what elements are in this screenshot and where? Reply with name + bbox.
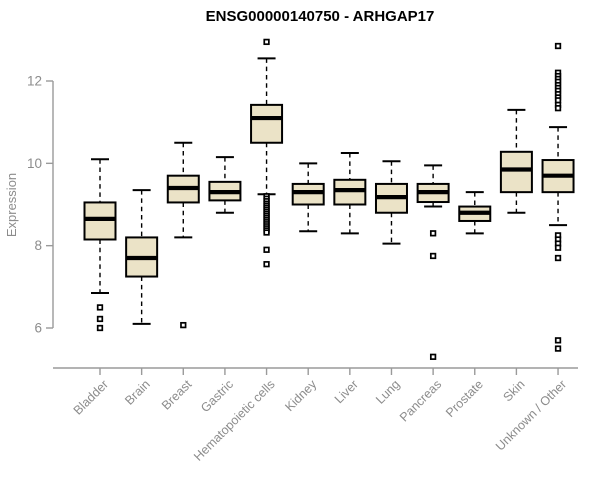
x-tick-label: Lung	[373, 377, 403, 407]
x-tick-label: Bladder	[71, 377, 111, 417]
boxplot-breast	[166, 141, 200, 329]
outlier-point	[263, 229, 270, 236]
outlier-point	[554, 42, 562, 50]
x-tick-label: Gastric	[198, 377, 236, 415]
boxplot-gastric	[208, 156, 242, 214]
outlier-point	[263, 246, 270, 253]
outlier-point	[554, 345, 562, 352]
x-tick-label: Skin	[500, 377, 527, 404]
y-tick-label: 6	[34, 321, 42, 336]
outlier-point	[554, 244, 562, 251]
boxplot-pancreas	[416, 164, 450, 360]
x-tick-label: Brain	[122, 377, 153, 408]
x-tick-label: Pancreas	[397, 377, 444, 424]
x-tick-label: Liver	[332, 377, 361, 406]
boxplot-brain	[125, 189, 159, 325]
boxplot-unknown-other	[541, 42, 575, 352]
boxplot-kidney	[291, 162, 325, 233]
boxplot-liver	[333, 152, 367, 235]
outlier-point	[554, 337, 562, 344]
outlier-point	[180, 321, 187, 329]
chart-title: ENSG00000140750 - ARHGAP17	[206, 8, 435, 25]
boxplot-skin	[499, 108, 533, 214]
outlier-point	[554, 254, 562, 262]
x-tick-label: Unknown / Other	[493, 377, 569, 453]
y-tick-label: 10	[27, 156, 42, 171]
outlier-point	[96, 304, 104, 311]
outlier-point	[554, 105, 562, 112]
outlier-point	[429, 353, 437, 360]
x-tick-label: Prostate	[443, 377, 486, 420]
iqr-box	[250, 103, 284, 144]
x-tick-label: Breast	[159, 377, 195, 413]
iqr-box	[499, 150, 533, 194]
boxplot-lung	[374, 160, 408, 245]
x-tick-label: Kidney	[282, 377, 319, 414]
outlier-point	[429, 230, 437, 237]
plot-area: 6 8 10 12 Bladder Brain Breast GastricHematopoi…	[27, 38, 578, 464]
outlier-point	[429, 252, 437, 260]
y-axis-title: Expression	[4, 173, 19, 237]
outlier-point	[263, 38, 270, 46]
boxplot-prostate	[458, 191, 492, 235]
y-tick-label: 8	[34, 238, 42, 253]
boxplot-bladder	[83, 158, 117, 332]
boxplot-hematopoietic-cells	[250, 38, 284, 268]
x-tick-label: Hematopoietic cells	[191, 377, 278, 464]
outlier-point	[96, 324, 104, 332]
y-tick-label: 12	[27, 74, 42, 89]
outlier-point	[263, 261, 270, 268]
outlier-point	[96, 315, 104, 323]
